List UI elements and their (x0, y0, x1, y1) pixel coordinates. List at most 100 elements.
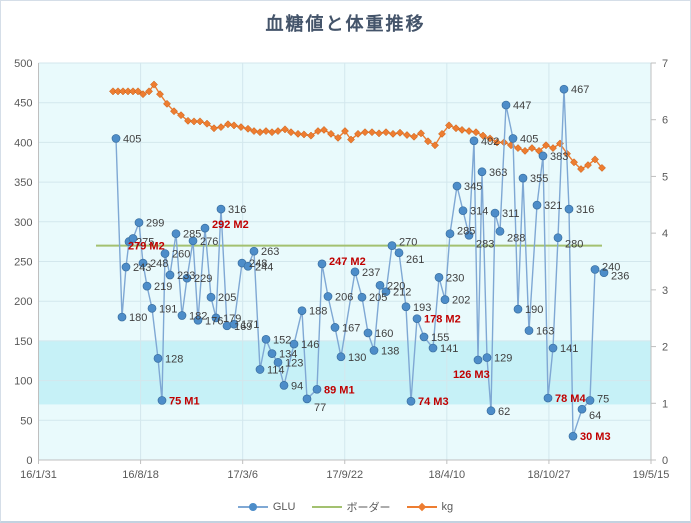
kg-point (307, 131, 315, 140)
glu-point (289, 339, 299, 349)
legend-line-diamond-icon (406, 502, 437, 512)
x-tick-label: 16/1/31 (20, 469, 57, 481)
glu-point (590, 265, 600, 274)
glu-value-label: 180 (129, 312, 147, 324)
glu-value-label: 248 (249, 258, 267, 270)
glu-point (434, 273, 444, 282)
glu-value-label: 283 (476, 238, 494, 250)
x-tick-label: 17/3/6 (227, 469, 258, 481)
glu-point (469, 136, 479, 146)
y-left-tick-label: 250 (14, 257, 32, 269)
y-left-tick-label: 200 (14, 296, 32, 308)
kg-point (184, 116, 192, 125)
glu-point (518, 173, 528, 183)
y-left-tick-label: 400 (14, 137, 32, 149)
glu-value-label: 176 (205, 315, 223, 327)
kg-point (327, 129, 335, 138)
glu-alert-label: 30 M3 (580, 431, 611, 443)
glu-point (599, 268, 609, 277)
y-left-tick-label: 350 (14, 177, 32, 189)
glu-value-label: 314 (470, 206, 488, 218)
glu-value-label: 233 (177, 270, 195, 282)
glu-point (577, 404, 587, 414)
glu-value-label: 129 (494, 353, 512, 365)
kg-point (382, 128, 390, 137)
glu-alert-label: 279 M2 (128, 240, 165, 252)
glu-value-label: 191 (159, 303, 177, 315)
y-right-tick-label: 0 (662, 455, 668, 467)
glu-value-label: 316 (576, 204, 594, 216)
glu-point (111, 134, 121, 143)
chart-title: 血糖値と体重推移 (265, 14, 426, 34)
y-left-tick-label: 300 (14, 217, 32, 229)
kg-point (417, 129, 425, 138)
glu-point (302, 394, 312, 404)
y-left-tick-label: 50 (20, 415, 32, 427)
glu-point (440, 295, 450, 304)
glu-value-label: 467 (571, 84, 589, 96)
glu-point (477, 167, 487, 177)
glu-value-label: 141 (560, 343, 578, 355)
kg-point (598, 163, 606, 172)
kg-point (334, 133, 342, 142)
kg-point (438, 129, 446, 138)
glu-point (401, 302, 411, 312)
kg-point (465, 127, 473, 136)
glu-value-label: 355 (530, 173, 548, 185)
x-tick-label: 17/9/22 (326, 469, 363, 481)
kg-point (424, 137, 432, 146)
glu-value-label: 248 (150, 258, 168, 270)
glu-point (508, 134, 518, 143)
kg-point (145, 87, 153, 96)
glu-point (357, 292, 367, 302)
glu-point (464, 230, 474, 240)
glu-point (200, 223, 210, 233)
glu-value-label: 299 (146, 218, 164, 230)
glu-value-label: 280 (565, 239, 583, 251)
glu-point (255, 365, 265, 374)
glu-alert-label: 126 M3 (453, 369, 490, 381)
kg-point (591, 155, 599, 164)
glu-value-label: 94 (291, 380, 303, 392)
glu-point (171, 229, 181, 239)
glu-value-label: 179 (223, 313, 241, 325)
glu-point (273, 357, 283, 367)
glu-value-label: 64 (589, 410, 601, 422)
glu-value-label: 163 (536, 326, 554, 338)
glu-value-label: 75 (597, 393, 609, 405)
glu-value-label: 321 (544, 200, 562, 212)
y-left-tick-label: 500 (14, 58, 32, 70)
kg-point (262, 127, 270, 136)
glu-value-label: 260 (172, 249, 190, 261)
glu-value-label: 171 (241, 319, 259, 331)
legend-label: ボーダー (346, 502, 391, 514)
kg-point (493, 138, 501, 147)
glu-point (482, 353, 492, 362)
glu-point (458, 206, 468, 216)
glu-value-label: 205 (218, 292, 236, 304)
glu-point (121, 262, 131, 272)
y-right-tick-label: 7 (662, 58, 668, 70)
kg-point (139, 90, 147, 99)
glu-value-label: 167 (342, 322, 360, 334)
glu-point (553, 233, 563, 243)
kg-point (375, 129, 383, 138)
glu-value-label: 114 (267, 364, 285, 376)
kg-point (196, 117, 204, 126)
glu-value-label: 77 (314, 402, 326, 414)
glu-value-label: 190 (525, 304, 543, 316)
glu-point (513, 304, 523, 314)
glu-alert-label: 247 M2 (329, 256, 366, 268)
glu-point (249, 246, 259, 256)
kg-point (431, 141, 439, 150)
glu-point (490, 208, 500, 218)
glu-point (157, 396, 167, 405)
legend: GLU ボーダー kg (1, 498, 690, 516)
kg-point (177, 111, 185, 120)
y-right-tick-label: 1 (662, 398, 668, 410)
kg-point (244, 124, 252, 133)
glu-value-label: 230 (446, 272, 464, 284)
y-left-tick-label: 150 (14, 336, 32, 348)
glu-point (350, 267, 360, 277)
glu-point (134, 218, 144, 227)
